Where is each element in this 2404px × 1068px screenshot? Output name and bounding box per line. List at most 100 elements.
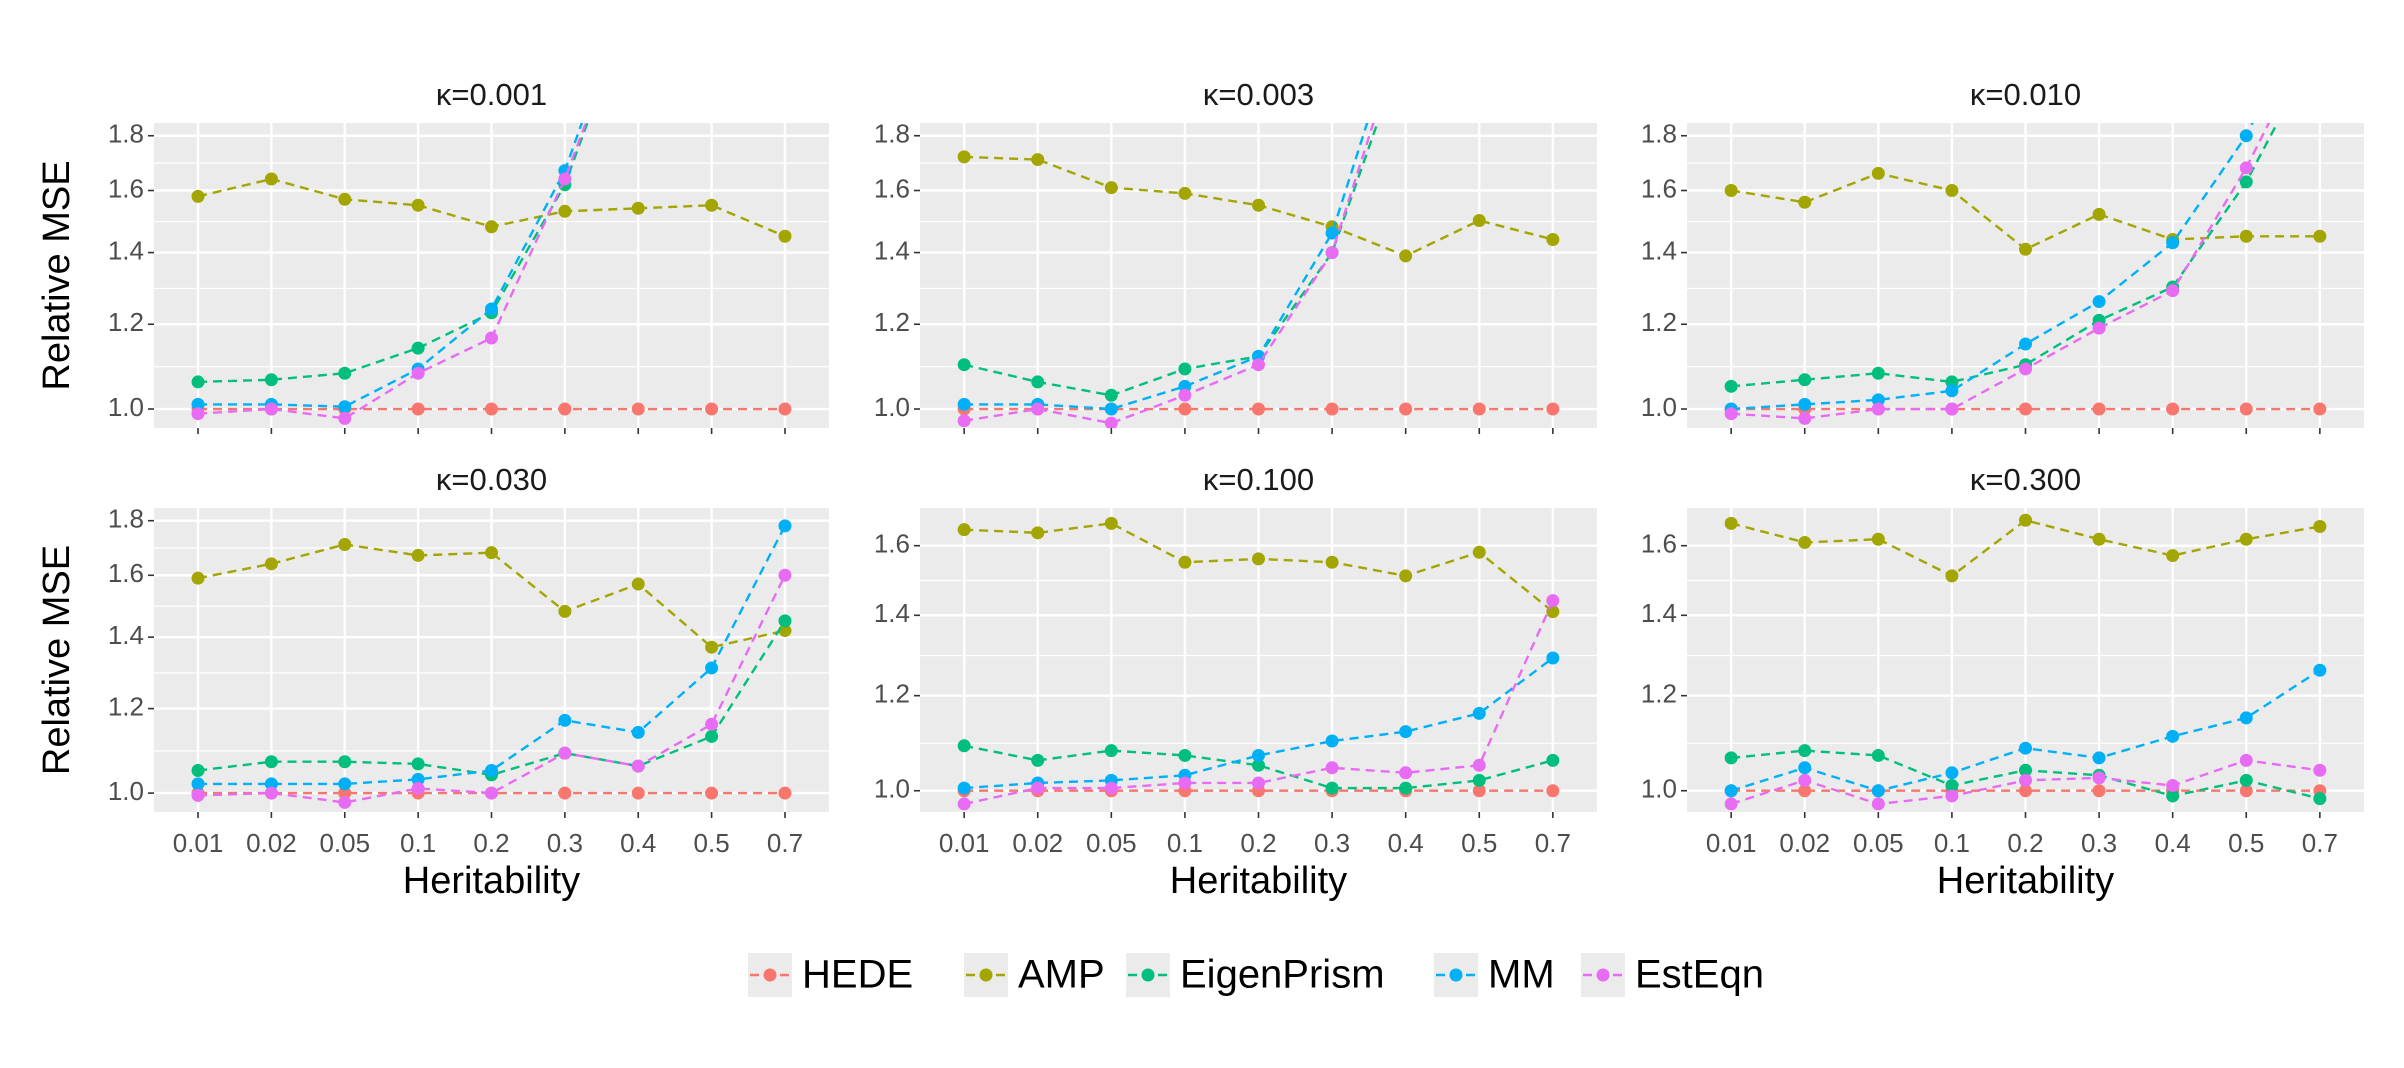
data-point: [338, 400, 352, 414]
data-point: [2239, 784, 2253, 798]
data-point: [1798, 195, 1812, 209]
y-tick-label: 1.4: [108, 620, 144, 650]
data-point: [1399, 402, 1413, 416]
legend-key-point: [979, 968, 993, 982]
data-point: [191, 189, 205, 203]
data-point: [1546, 402, 1560, 416]
data-point: [631, 725, 645, 739]
panel-title: κ=0.300: [1970, 462, 2081, 497]
data-point: [1472, 402, 1486, 416]
data-point: [485, 763, 498, 777]
data-point: [1871, 366, 1885, 380]
data-point: [264, 755, 278, 769]
plot-area: [1724, 36, 2327, 425]
legend-key-point: [1449, 968, 1463, 982]
data-point: [1178, 776, 1192, 790]
data-point: [411, 402, 425, 416]
x-tick-label: 0.2: [1240, 828, 1276, 858]
data-point: [558, 402, 572, 416]
panel-title: κ=0.030: [436, 462, 547, 497]
y-tick-label: 1.0: [874, 392, 910, 422]
data-point: [1546, 651, 1560, 665]
data-point: [485, 402, 498, 416]
data-point: [1724, 184, 1738, 197]
panel-title: κ=0.003: [1203, 77, 1314, 112]
data-point: [957, 781, 971, 795]
y-tick-label: 1.2: [1641, 679, 1677, 709]
data-point: [485, 331, 498, 345]
data-point: [2092, 207, 2106, 221]
data-point: [1724, 379, 1738, 393]
y-axis-label: Relative MSE: [36, 545, 78, 775]
data-point: [1945, 402, 1959, 416]
legend-label: AMP: [1018, 953, 1105, 997]
data-point: [1178, 388, 1192, 402]
data-point: [264, 786, 278, 800]
data-point: [705, 402, 719, 416]
legend-label: MM: [1488, 953, 1555, 997]
data-point: [705, 661, 719, 675]
y-tick-label: 1.4: [1641, 235, 1677, 265]
data-point: [1798, 784, 1812, 798]
data-point: [338, 777, 352, 791]
data-point: [1031, 402, 1045, 416]
data-point: [2313, 402, 2327, 416]
data-point: [705, 786, 719, 800]
data-point: [1798, 535, 1812, 549]
data-point: [1104, 402, 1118, 416]
y-tick-label: 1.2: [108, 691, 144, 721]
y-tick-label: 1.0: [108, 776, 144, 806]
y-tick-label: 1.4: [1641, 598, 1677, 628]
data-point: [338, 192, 352, 206]
plot-area: [957, 123, 1560, 428]
data-point: [1399, 766, 1413, 780]
y-tick-label: 1.2: [874, 679, 910, 709]
data-point: [2313, 520, 2327, 534]
x-tick-label: 0.4: [620, 828, 656, 858]
x-tick-label: 0.5: [2228, 828, 2264, 858]
data-point: [2239, 753, 2253, 767]
data-point: [558, 604, 572, 618]
data-point: [631, 201, 645, 215]
x-tick-label: 0.05: [1853, 828, 1904, 858]
data-point: [778, 519, 792, 533]
data-point: [411, 366, 425, 380]
data-point: [485, 786, 498, 800]
data-point: [1798, 397, 1812, 411]
y-tick-label: 1.8: [1641, 119, 1677, 149]
data-point: [1945, 779, 1959, 793]
data-point: [778, 614, 792, 628]
y-tick-label: 1.0: [1641, 774, 1677, 804]
data-point: [2019, 741, 2032, 755]
data-point: [1724, 784, 1738, 798]
data-point: [2166, 402, 2180, 416]
data-point: [2313, 36, 2326, 49]
x-tick-label: 0.01: [1706, 828, 1757, 858]
data-point: [338, 366, 352, 380]
series-line: [1731, 123, 2279, 388]
data-point: [1178, 555, 1192, 569]
series-line: [197, 574, 787, 804]
data-point: [1945, 384, 1959, 398]
data-point: [1252, 198, 1265, 212]
data-point: [191, 375, 205, 389]
data-point: [2166, 779, 2180, 793]
series-line: [198, 525, 787, 786]
data-point: [778, 568, 792, 582]
data-point: [631, 786, 645, 800]
y-tick-label: 1.6: [1641, 173, 1677, 203]
series-line: [963, 744, 1554, 790]
data-point: [1472, 545, 1486, 559]
data-point: [1104, 388, 1118, 402]
data-point: [1798, 411, 1812, 425]
legend-key-point: [1596, 968, 1610, 982]
series-line: [198, 123, 584, 408]
x-tick-label: 0.05: [319, 828, 370, 858]
plot-area: [1724, 513, 2327, 811]
data-point: [1104, 781, 1118, 795]
x-tick-label: 0.01: [939, 828, 990, 858]
data-point: [2239, 532, 2253, 546]
data-point: [957, 523, 971, 537]
x-tick-label: 0.1: [1167, 828, 1203, 858]
